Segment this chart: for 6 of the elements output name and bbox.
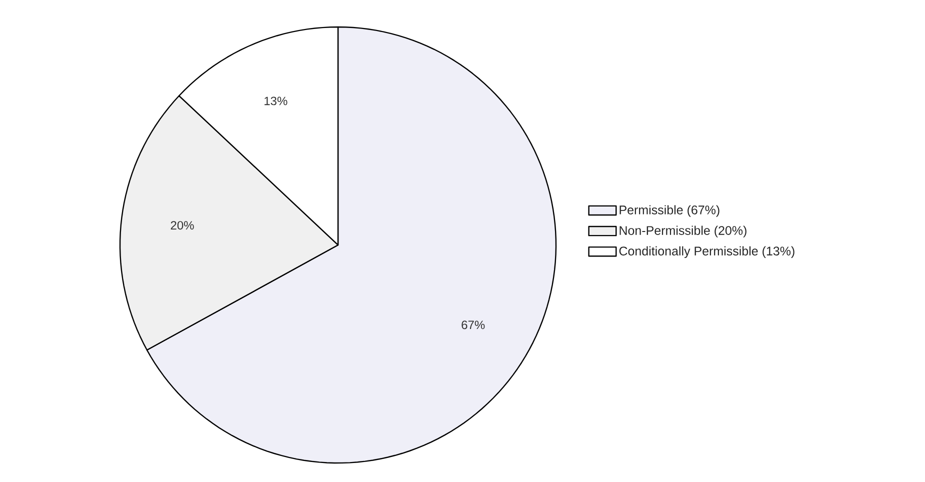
legend-label: Conditionally Permissible (13%) xyxy=(619,246,794,258)
legend-label: Non-Permissible (20%) xyxy=(620,226,746,238)
data-label: 13% xyxy=(264,96,288,106)
legend-label: Permissible (67%) xyxy=(620,205,720,217)
data-label: 20% xyxy=(170,221,194,230)
data-label: 67% xyxy=(462,320,485,330)
